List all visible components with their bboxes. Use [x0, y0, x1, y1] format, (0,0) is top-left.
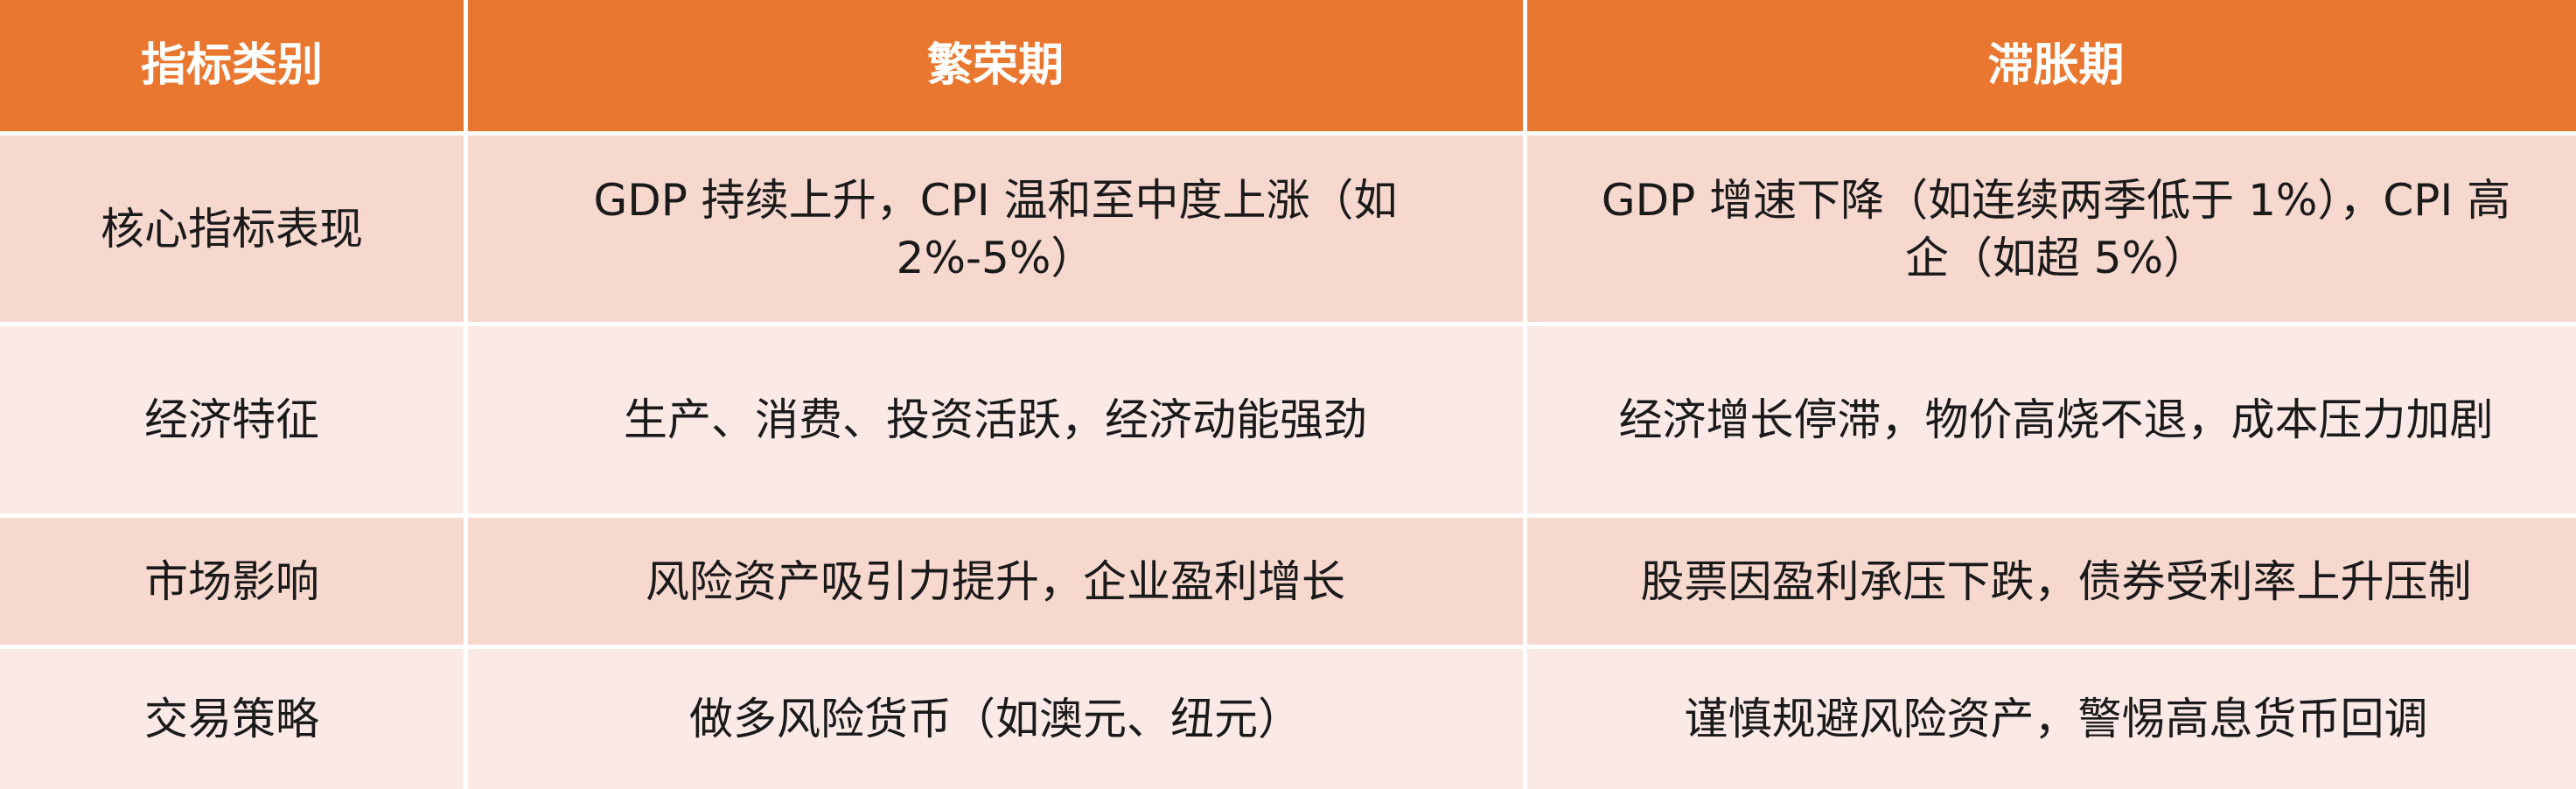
table-cell: 经济特征 — [0, 326, 464, 513]
table-cell: 生产、消费、投资活跃，经济动能强劲 — [468, 326, 1523, 513]
header-stagflation: 滞胀期 — [1527, 0, 2576, 131]
header-category: 指标类别 — [0, 0, 464, 131]
table-cell: 股票因盈利承压下跌，债券受利率上升压制 — [1527, 518, 2576, 645]
table-cell: 风险资产吸引力提升，企业盈利增长 — [468, 518, 1523, 645]
table-cell: GDP 增速下降（如连续两季低于 1%），CPI 高企（如超 5%） — [1527, 136, 2576, 322]
table-cell: GDP 持续上升，CPI 温和至中度上涨（如 2%-5%） — [468, 136, 1523, 322]
table-cell: 做多风险货币（如澳元、纽元） — [468, 649, 1523, 789]
header-boom: 繁荣期 — [468, 0, 1523, 131]
table-cell: 核心指标表现 — [0, 136, 464, 322]
table-cell: 经济增长停滞，物价高烧不退，成本压力加剧 — [1527, 326, 2576, 513]
table-cell: 谨慎规避风险资产，警惕高息货币回调 — [1527, 649, 2576, 789]
table-cell: 市场影响 — [0, 518, 464, 645]
table-cell: 交易策略 — [0, 649, 464, 789]
